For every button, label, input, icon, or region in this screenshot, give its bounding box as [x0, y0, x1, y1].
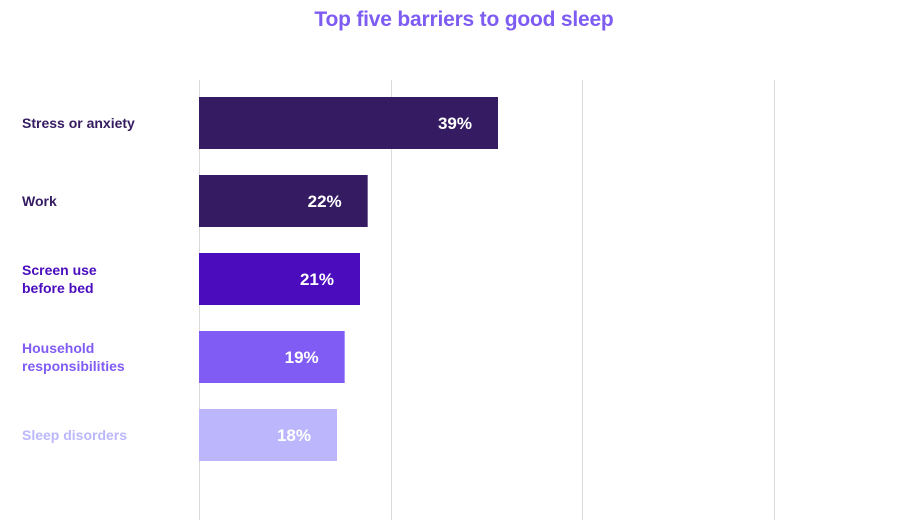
bar-2 — [199, 175, 368, 227]
category-label-2: Work — [22, 193, 57, 209]
category-label-1: Stress or anxiety — [22, 115, 135, 131]
chart-title: Top five barriers to good sleep — [314, 8, 614, 31]
bar-value-label-2: 22% — [308, 192, 342, 211]
category-label-3: Screen use before bed — [22, 262, 97, 296]
bar-value-label-5: 18% — [277, 426, 311, 445]
bar-5 — [199, 409, 337, 461]
bar-value-label-3: 21% — [300, 270, 334, 289]
category-label-5: Sleep disorders — [22, 427, 127, 443]
bar-1 — [199, 97, 498, 149]
bar-value-label-4: 19% — [285, 348, 319, 367]
category-label-4: Household responsibilities — [22, 340, 125, 374]
bars: 39% 22% 21% 19% 18% — [199, 97, 498, 461]
category-labels: Stress or anxiety Work Screen use before be… — [22, 115, 135, 443]
bar-value-label-1: 39% — [438, 114, 472, 133]
bar-3 — [199, 253, 360, 305]
bar-4 — [199, 331, 345, 383]
